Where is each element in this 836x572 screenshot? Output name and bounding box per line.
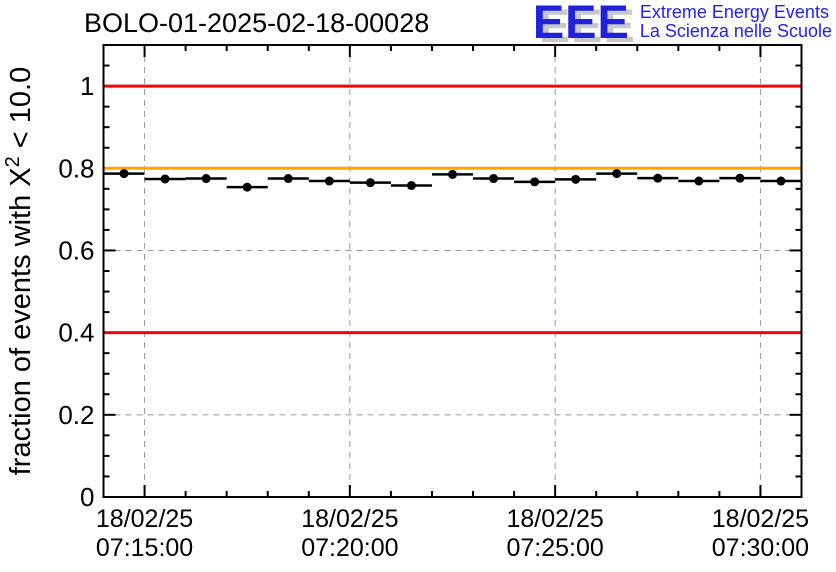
data-point bbox=[283, 174, 293, 184]
eee-logo-text: Extreme Energy Events La Scienza nelle S… bbox=[640, 2, 832, 41]
plot-frame bbox=[102, 44, 803, 498]
y-tick-label: 0.8 bbox=[58, 153, 94, 183]
data-point bbox=[406, 181, 416, 191]
data-point bbox=[365, 178, 375, 188]
logo-line1: Extreme Energy Events bbox=[639, 2, 829, 22]
data-point bbox=[776, 176, 786, 186]
eee-logo-acronym: EEE bbox=[532, 0, 630, 48]
x-tick-label-date: 18/02/25 bbox=[712, 505, 809, 533]
data-point bbox=[530, 177, 540, 187]
data-point bbox=[324, 176, 334, 186]
data-point bbox=[201, 174, 211, 184]
data-point bbox=[242, 182, 252, 192]
x-tick-label-date: 18/02/25 bbox=[506, 505, 603, 533]
data-point bbox=[160, 174, 170, 184]
x-tick-label-date: 18/02/25 bbox=[96, 505, 193, 533]
y-tick-label: 0.2 bbox=[58, 400, 94, 430]
y-tick-label: 0.6 bbox=[58, 235, 94, 265]
data-point bbox=[653, 173, 663, 183]
eee-logo: EEE Extreme Energy Events La Scienza nel… bbox=[532, 0, 832, 48]
x-tick-label-time: 07:25:00 bbox=[506, 534, 603, 562]
y-tick-label: 0 bbox=[80, 482, 94, 512]
data-point bbox=[694, 176, 704, 186]
data-point bbox=[612, 169, 622, 179]
data-point bbox=[448, 169, 457, 179]
y-tick-label: 0.4 bbox=[58, 318, 94, 348]
x-tick-label-time: 07:15:00 bbox=[96, 534, 193, 562]
data-point bbox=[735, 173, 745, 183]
logo-line2: La Scienza nelle Scuole bbox=[639, 21, 832, 41]
data-point bbox=[489, 174, 499, 184]
y-axis-title: fraction of events with X2 < 10.0 bbox=[2, 67, 37, 476]
x-tick-label-time: 07:20:00 bbox=[301, 534, 398, 562]
x-tick-label-time: 07:30:00 bbox=[712, 534, 809, 562]
x-tick-label-date: 18/02/25 bbox=[301, 505, 398, 533]
data-point bbox=[571, 174, 581, 184]
data-point bbox=[119, 169, 129, 179]
y-tick-label: 1 bbox=[80, 71, 94, 101]
chart-title: BOLO-01-2025-02-18-00028 bbox=[84, 8, 430, 38]
